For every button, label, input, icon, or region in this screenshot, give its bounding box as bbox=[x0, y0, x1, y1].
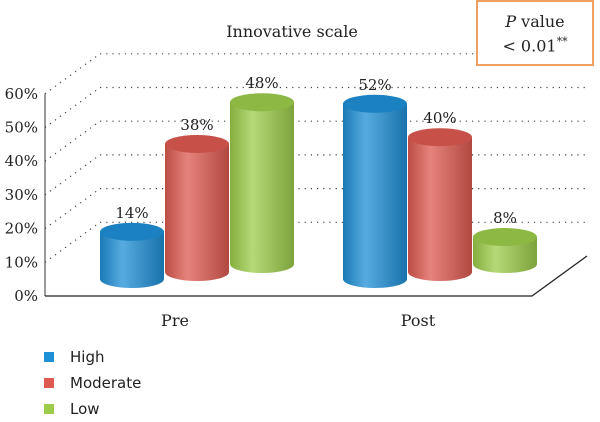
gridline-side bbox=[44, 87, 101, 128]
y-tick-label: 60% bbox=[5, 85, 38, 103]
y-tick-label: 20% bbox=[5, 220, 38, 238]
chart-title: Innovative scale bbox=[226, 22, 358, 41]
p-value-box: P value < 0.01** bbox=[476, 0, 594, 66]
bar-body bbox=[100, 231, 164, 288]
significance-stars: ** bbox=[556, 35, 568, 48]
x-tick-label: Pre bbox=[161, 311, 189, 330]
legend-label: High bbox=[70, 348, 105, 366]
bar-low-post bbox=[473, 228, 537, 273]
y-tick-label: 30% bbox=[5, 186, 38, 204]
y-tick-label: 50% bbox=[5, 119, 38, 137]
data-label: 14% bbox=[115, 204, 148, 222]
y-tick-label: 0% bbox=[14, 287, 38, 305]
x-tick-label: Post bbox=[401, 311, 436, 330]
p-value-number: < 0.01 bbox=[502, 36, 557, 56]
bar-top bbox=[165, 134, 229, 153]
legend-item-moderate: Moderate bbox=[44, 370, 141, 396]
x-tick-labels: Pre Post bbox=[161, 311, 436, 330]
bar-moderate-post bbox=[408, 128, 472, 281]
data-label: 52% bbox=[358, 76, 391, 94]
bar-high-post bbox=[343, 94, 407, 288]
y-tick-label: 40% bbox=[5, 152, 38, 170]
bar-high-pre bbox=[100, 222, 164, 288]
gridline-side bbox=[44, 221, 101, 263]
y-tick-label: 10% bbox=[5, 253, 38, 271]
p-value-line1: P value bbox=[478, 12, 592, 31]
bar-body bbox=[343, 103, 407, 288]
legend-swatch bbox=[44, 378, 54, 388]
bars bbox=[100, 93, 537, 288]
gridline-side bbox=[44, 154, 101, 196]
legend-item-low: Low bbox=[44, 396, 141, 422]
bar-body bbox=[165, 143, 229, 281]
p-value-line2: < 0.01** bbox=[478, 35, 592, 55]
legend-label: Moderate bbox=[70, 374, 142, 392]
y-tick-labels: 0% 10% 20% 30% 40% 50% 60% bbox=[5, 85, 38, 305]
bar-top bbox=[408, 128, 472, 147]
legend-label: Low bbox=[70, 400, 100, 418]
gridline-side bbox=[44, 188, 101, 230]
gridline-side bbox=[44, 120, 101, 162]
data-label: 38% bbox=[180, 116, 213, 134]
bar-body bbox=[230, 102, 294, 274]
legend-swatch bbox=[44, 404, 54, 414]
bar-top bbox=[343, 94, 407, 113]
data-label: 8% bbox=[493, 209, 517, 227]
p-value-word: value bbox=[516, 12, 565, 31]
data-labels: 14% 52% 38% 40% 48% 8% bbox=[115, 74, 517, 227]
legend-item-high: High bbox=[44, 344, 141, 370]
bar-body bbox=[473, 237, 537, 273]
bar-top bbox=[473, 228, 537, 247]
legend: High Moderate Low bbox=[44, 344, 141, 422]
p-symbol: P bbox=[505, 12, 517, 31]
gridline-side bbox=[44, 53, 101, 95]
data-label: 48% bbox=[245, 74, 278, 92]
data-label: 40% bbox=[423, 109, 456, 127]
axes bbox=[44, 93, 588, 297]
bar-moderate-pre bbox=[165, 134, 229, 281]
bar-top bbox=[230, 93, 294, 112]
bar-low-pre bbox=[230, 93, 294, 274]
bar-top bbox=[100, 222, 164, 241]
legend-swatch bbox=[44, 352, 54, 362]
bar-body bbox=[408, 137, 472, 281]
x-axis bbox=[45, 255, 588, 297]
